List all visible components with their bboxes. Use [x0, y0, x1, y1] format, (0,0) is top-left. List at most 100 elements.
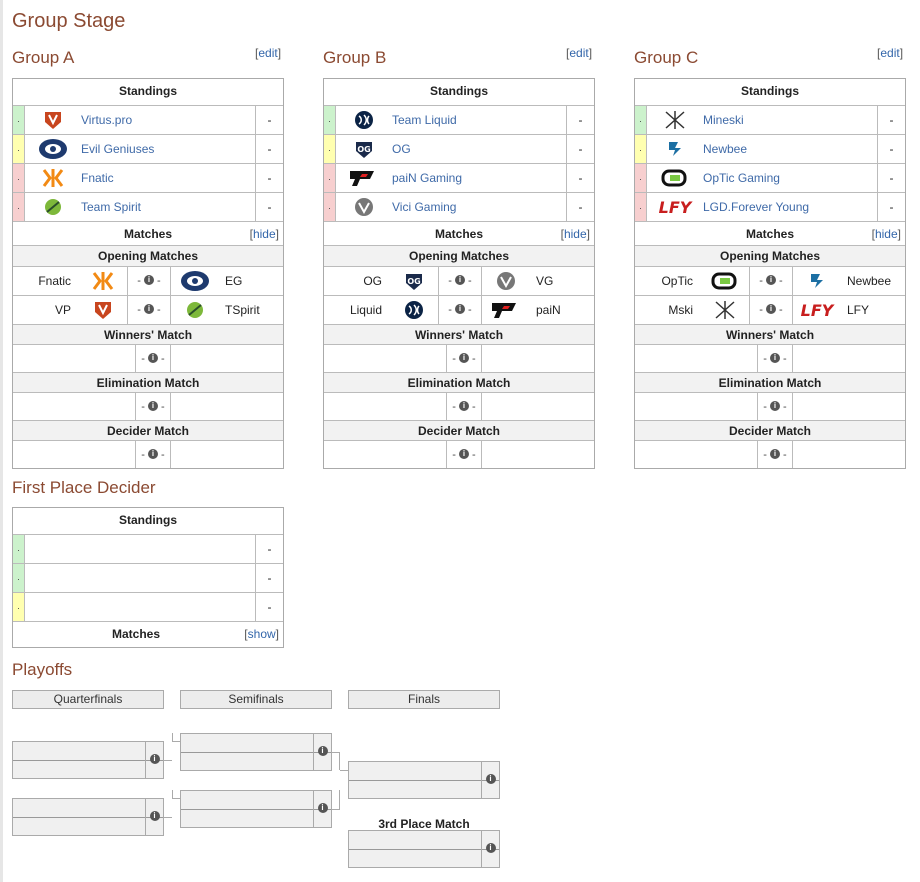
- match-team-left[interactable]: Liquid: [349, 303, 382, 317]
- match-score-cell[interactable]: - i -: [446, 345, 482, 372]
- match-team-left[interactable]: Mski: [668, 303, 693, 317]
- match-info-icon[interactable]: i: [770, 449, 780, 460]
- match-score-cell[interactable]: - i -: [757, 393, 793, 420]
- team-name-link[interactable]: LGD.Forever Young: [703, 200, 810, 214]
- match-info-icon[interactable]: i: [144, 304, 154, 315]
- match-team-right[interactable]: EG: [225, 274, 243, 288]
- matches-header: Matches [hide]: [635, 221, 905, 245]
- match-score-cell[interactable]: - i -: [438, 296, 482, 324]
- hide-matches-link[interactable]: [hide]: [871, 227, 901, 241]
- bracket-match-third-place[interactable]: i: [348, 830, 500, 868]
- og-logo-icon: OG: [392, 267, 436, 295]
- match-score-cell[interactable]: - i -: [135, 393, 171, 420]
- match-info-icon[interactable]: i: [770, 353, 780, 364]
- match-score-cell[interactable]: - i -: [135, 441, 171, 468]
- match-score-cell[interactable]: - i -: [135, 345, 171, 372]
- team-name-link[interactable]: OpTic Gaming: [703, 171, 780, 185]
- status-strip: .: [13, 106, 25, 134]
- bracket-match-sf1[interactable]: i: [180, 733, 332, 771]
- match-team-right[interactable]: Newbee: [847, 274, 892, 288]
- match-score-cell[interactable]: - i -: [749, 267, 793, 295]
- winners-match-header: Winners' Match: [13, 324, 283, 344]
- decider-match-header: Decider Match: [13, 420, 283, 440]
- match-info-icon[interactable]: i: [144, 275, 154, 286]
- bracket-match-qf1[interactable]: i: [12, 741, 164, 779]
- match-score-cell[interactable]: - i -: [127, 267, 171, 295]
- match-info-icon[interactable]: i: [149, 754, 160, 764]
- match-row: VP - i - TSpirit: [13, 295, 283, 324]
- fpd-row: . -: [13, 534, 283, 563]
- match-info-icon[interactable]: i: [766, 275, 776, 286]
- svg-text:OG: OG: [357, 145, 370, 154]
- match-info-icon[interactable]: i: [317, 746, 328, 756]
- match-score-cell[interactable]: - i -: [757, 345, 793, 372]
- match-score-cell[interactable]: - i -: [127, 296, 171, 324]
- match-info-icon[interactable]: i: [455, 275, 465, 286]
- match-team-right[interactable]: VG: [536, 274, 554, 288]
- match-team-left[interactable]: Fnatic: [38, 274, 71, 288]
- match-info-icon[interactable]: i: [317, 803, 328, 813]
- bracket-match-sf2[interactable]: i: [180, 790, 332, 828]
- evil-geniuses-logo-icon: [27, 135, 79, 163]
- team-name-link[interactable]: Fnatic: [81, 171, 114, 185]
- match-info-icon[interactable]: i: [770, 401, 780, 412]
- edit-link[interactable]: [edit]: [255, 46, 282, 60]
- standings-row: . OG OG -: [324, 134, 594, 163]
- team-name-link[interactable]: Virtus.pro: [81, 113, 133, 127]
- match-score-cell[interactable]: - i -: [749, 296, 793, 324]
- virtuspro-logo-icon: [81, 296, 125, 324]
- match-info-icon[interactable]: i: [485, 843, 496, 853]
- fnatic-logo-icon: [27, 164, 79, 192]
- status-strip: .: [635, 164, 647, 192]
- bracket-match-final[interactable]: i: [348, 761, 500, 799]
- match-info-icon[interactable]: i: [485, 774, 496, 784]
- match-team-right[interactable]: LFY: [847, 303, 870, 317]
- match-info-icon[interactable]: i: [148, 401, 158, 412]
- match-info-icon[interactable]: i: [148, 449, 158, 460]
- team-name-link[interactable]: OG: [392, 142, 411, 156]
- match-info-icon[interactable]: i: [148, 353, 158, 364]
- fpd-score: -: [255, 564, 283, 592]
- tab-quarterfinals[interactable]: Quarterfinals: [12, 690, 164, 709]
- match-team-left[interactable]: OpTic: [661, 274, 693, 288]
- edit-link[interactable]: [edit]: [566, 46, 593, 60]
- team-name-link[interactable]: Team Spirit: [81, 200, 142, 214]
- hide-matches-link[interactable]: [hide]: [560, 227, 590, 241]
- bracket-connector: [164, 817, 172, 818]
- match-info-icon[interactable]: i: [149, 811, 160, 821]
- match-score-cell[interactable]: - i -: [446, 393, 482, 420]
- virtuspro-logo-icon: [27, 106, 79, 134]
- team-name-link[interactable]: Mineski: [703, 113, 744, 127]
- hide-matches-link[interactable]: [hide]: [249, 227, 279, 241]
- group-table: Standings. Virtus.pro -. Evil Geniuses -. Fna…: [12, 78, 284, 469]
- match-team-left[interactable]: VP: [54, 303, 71, 317]
- standings-score: -: [877, 135, 905, 163]
- team-name-link[interactable]: Newbee: [703, 142, 748, 156]
- standings-row: . Vici Gaming -: [324, 192, 594, 221]
- match-team-right[interactable]: paiN: [536, 303, 561, 317]
- edit-link[interactable]: [edit]: [877, 46, 904, 60]
- bracket-match-qf2[interactable]: i: [12, 798, 164, 836]
- match-team-left[interactable]: OG: [363, 274, 382, 288]
- team-name-link[interactable]: Vici Gaming: [392, 200, 457, 214]
- optic-gaming-logo-icon: [649, 164, 701, 192]
- match-info-icon[interactable]: i: [459, 353, 469, 364]
- match-score-cell[interactable]: - i -: [438, 267, 482, 295]
- matches-label: Matches: [745, 227, 795, 241]
- match-score-cell[interactable]: - i -: [757, 441, 793, 468]
- tab-finals[interactable]: Finals: [348, 690, 500, 709]
- team-name-link[interactable]: Team Liquid: [392, 113, 457, 127]
- tab-semifinals[interactable]: Semifinals: [180, 690, 332, 709]
- status-strip: .: [324, 193, 336, 221]
- match-info-icon[interactable]: i: [766, 304, 776, 315]
- match-info-icon[interactable]: i: [459, 449, 469, 460]
- match-info-icon[interactable]: i: [459, 401, 469, 412]
- status-strip: .: [635, 193, 647, 221]
- match-info-icon[interactable]: i: [455, 304, 465, 315]
- match-score-cell[interactable]: - i -: [446, 441, 482, 468]
- team-spirit-logo-icon: [173, 296, 217, 324]
- show-matches-link[interactable]: [show]: [244, 627, 279, 641]
- match-team-right[interactable]: TSpirit: [225, 303, 260, 317]
- team-name-link[interactable]: Evil Geniuses: [81, 142, 155, 156]
- team-name-link[interactable]: paiN Gaming: [392, 171, 463, 185]
